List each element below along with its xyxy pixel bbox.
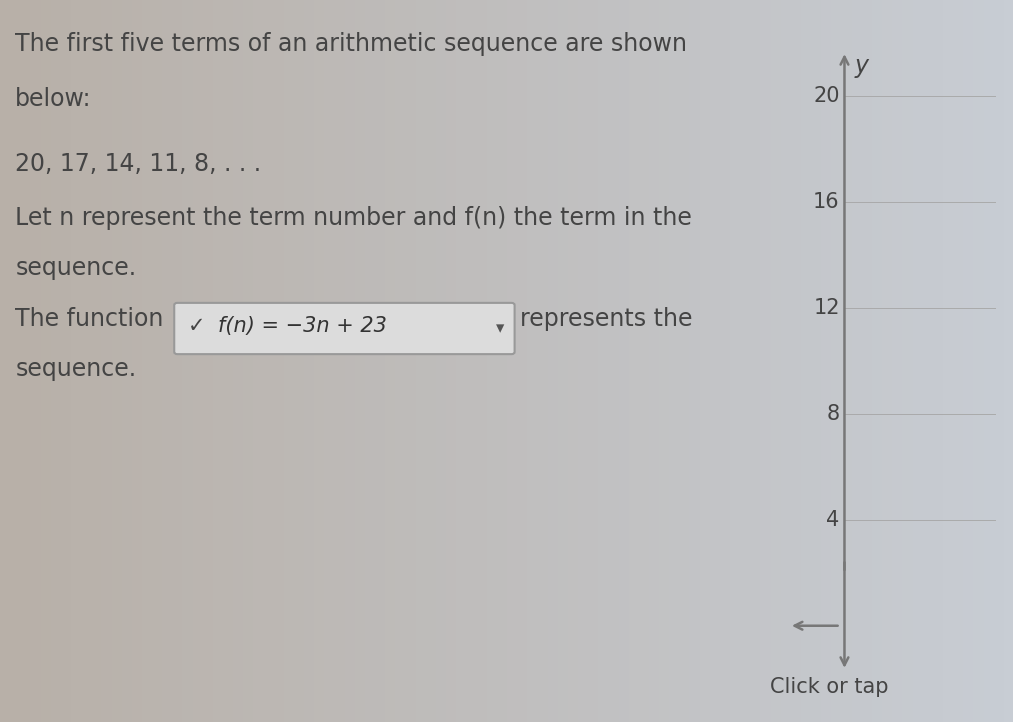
Text: below:: below: <box>15 87 92 110</box>
Text: Let n represent the term number and f(n) the term in the: Let n represent the term number and f(n)… <box>15 206 692 230</box>
Text: represents the: represents the <box>520 307 692 331</box>
Text: sequence.: sequence. <box>15 256 137 280</box>
Text: Click or tap: Click or tap <box>770 677 888 697</box>
Text: 8: 8 <box>827 404 840 424</box>
Text: 4: 4 <box>827 510 840 530</box>
Text: 20, 17, 14, 11, 8, . . .: 20, 17, 14, 11, 8, . . . <box>15 152 261 175</box>
Text: 16: 16 <box>813 192 840 212</box>
Text: 20: 20 <box>813 86 840 106</box>
Text: 12: 12 <box>813 298 840 318</box>
Text: The first five terms of an arithmetic sequence are shown: The first five terms of an arithmetic se… <box>15 32 687 56</box>
Text: The function: The function <box>15 307 171 331</box>
Text: f(n) = −3n + 23: f(n) = −3n + 23 <box>218 316 387 336</box>
Text: ▾: ▾ <box>496 319 504 336</box>
Text: ✓: ✓ <box>187 316 205 336</box>
Text: sequence.: sequence. <box>15 357 137 381</box>
Text: y: y <box>854 54 868 78</box>
FancyBboxPatch shape <box>174 303 515 354</box>
